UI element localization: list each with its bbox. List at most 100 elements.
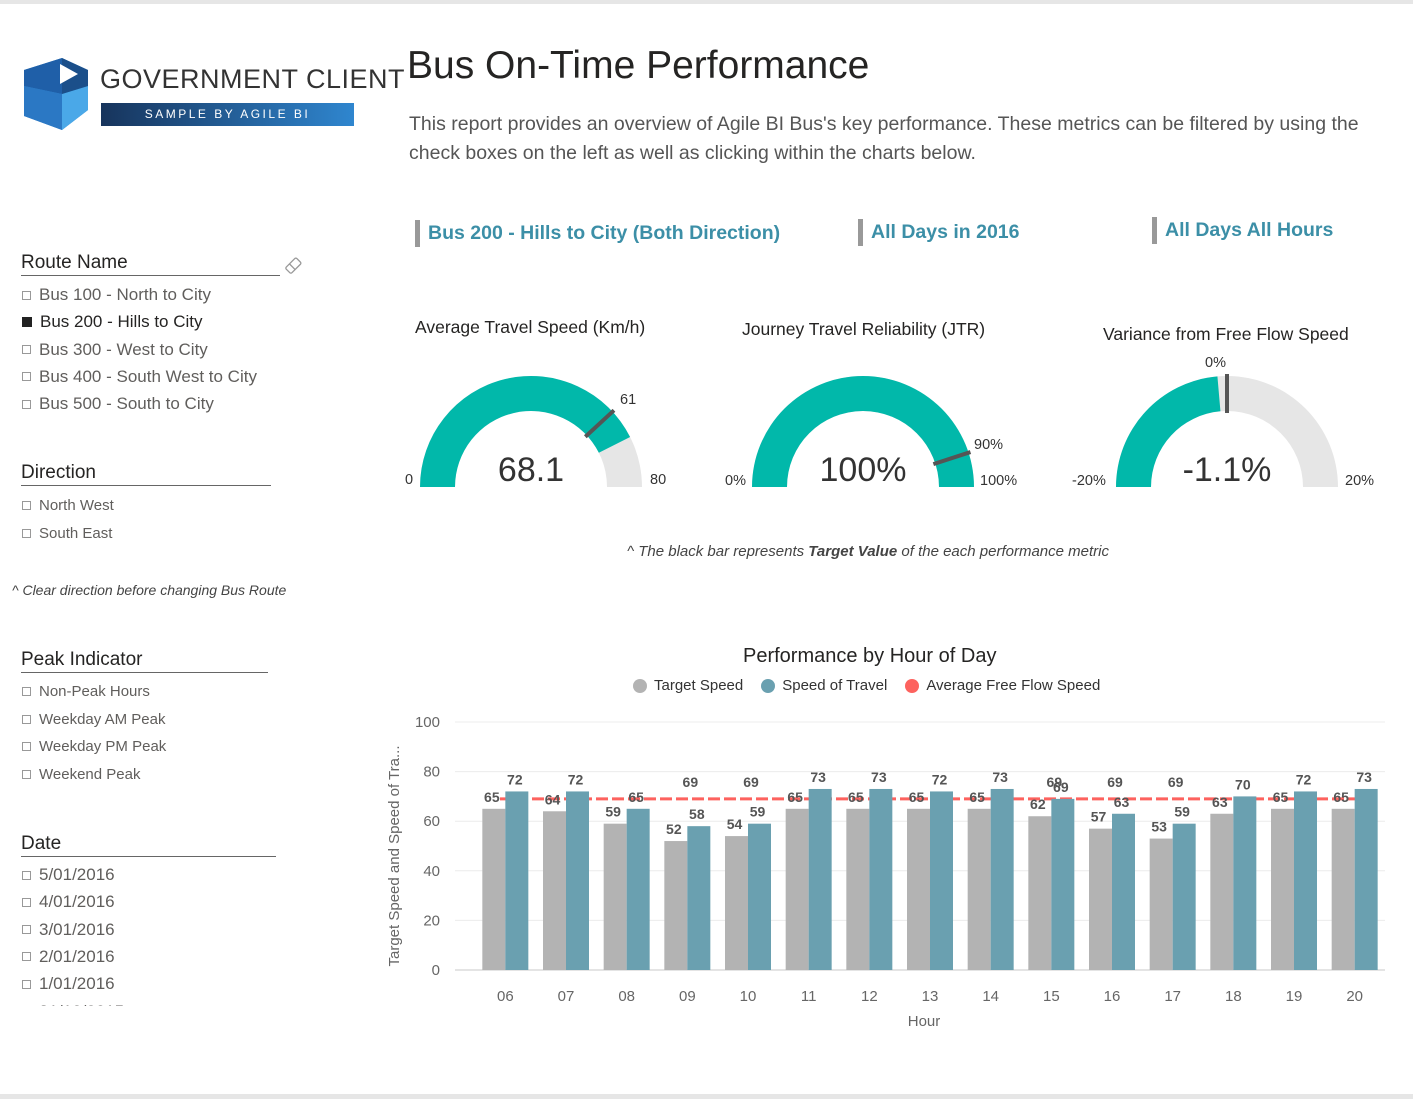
direction-slicer-item[interactable]: South East: [22, 525, 112, 542]
route-slicer-item[interactable]: Bus 300 - West to City: [22, 340, 208, 360]
checkbox[interactable]: [22, 979, 31, 989]
variance-gauge-fill[interactable]: [1116, 376, 1221, 487]
slicer-item-label: Bus 400 - South West to City: [39, 366, 257, 386]
checkbox[interactable]: [22, 925, 31, 935]
target-speed-bar[interactable]: [967, 808, 991, 970]
target-speed-bar[interactable]: [1331, 808, 1355, 970]
date-slicer-item[interactable]: 2/01/2016: [22, 947, 115, 967]
y-tick-label: 40: [423, 863, 440, 880]
target-speed-bar[interactable]: [785, 808, 809, 970]
speed-of-travel-bar[interactable]: [808, 788, 832, 970]
speed-of-travel-bar[interactable]: [687, 826, 711, 970]
legend-speed-of-travel[interactable]: Speed of Travel: [761, 677, 887, 694]
speed-gauge-value: 68.1: [498, 451, 564, 489]
speed-of-travel-label: 58: [689, 806, 705, 822]
target-speed-bar[interactable]: [482, 808, 506, 970]
slicer-item-label: 3/01/2016: [39, 919, 115, 939]
checkbox[interactable]: [22, 399, 31, 409]
peak-slicer-item[interactable]: Weekday AM Peak: [22, 711, 165, 728]
speed-of-travel-bar[interactable]: [990, 788, 1014, 970]
date-slicer-list[interactable]: 5/01/2016 4/01/2016 3/01/2016 2/01/2016 1/01…: [0, 860, 300, 1006]
x-tick-label: 20: [1346, 988, 1363, 1005]
slicer-item-label: Weekday PM Peak: [39, 738, 167, 755]
peak-slicer-item[interactable]: Weekday PM Peak: [22, 738, 166, 755]
route-slicer-item[interactable]: Bus 100 - North to City: [22, 285, 211, 305]
speed-of-travel-bar[interactable]: [1294, 791, 1317, 970]
checkbox[interactable]: [22, 501, 31, 510]
target-speed-bar[interactable]: [664, 841, 688, 970]
route-slicer-item[interactable]: Bus 200 - Hills to City: [22, 312, 203, 332]
route-slicer-item[interactable]: Bus 400 - South West to City: [22, 367, 257, 387]
checkbox[interactable]: [22, 345, 31, 355]
slicer-item-label: Weekday AM Peak: [39, 710, 166, 728]
slicer-item-label: Bus 200 - Hills to City: [40, 312, 203, 332]
clear-selection-eraser-icon[interactable]: [283, 256, 303, 276]
speed-of-travel-bar[interactable]: [566, 791, 589, 970]
checkbox[interactable]: [22, 897, 31, 907]
checkbox[interactable]: [22, 769, 31, 779]
route-slicer-item[interactable]: Bus 500 - South to City: [22, 394, 214, 414]
target-speed-bar[interactable]: [846, 808, 870, 970]
target-speed-bar[interactable]: [1271, 808, 1294, 970]
speed-of-travel-bar[interactable]: [1051, 798, 1075, 970]
legend-target-speed[interactable]: Target Speed: [633, 677, 743, 694]
x-tick-label: 13: [922, 988, 939, 1005]
variance-gauge-value: -1.1%: [1183, 451, 1272, 489]
speed-of-travel-bar[interactable]: [1112, 813, 1135, 970]
target-speed-bar[interactable]: [1089, 828, 1112, 970]
date-slicer-item[interactable]: 4/01/2016: [22, 892, 115, 912]
variance-gauge-min: -20%: [1072, 473, 1106, 489]
speed-of-travel-bar[interactable]: [869, 788, 893, 970]
target-speed-bar[interactable]: [543, 811, 566, 970]
target-speed-bar[interactable]: [725, 836, 748, 970]
speed-of-travel-bar[interactable]: [748, 823, 771, 970]
hours-filter-label: All Days All Hours: [1152, 217, 1333, 244]
date-slicer-item[interactable]: 31/12/2015: [22, 1002, 124, 1007]
speed-of-travel-bar[interactable]: [505, 791, 529, 970]
peak-slicer-item[interactable]: Weekend Peak: [22, 766, 140, 783]
logo-tagline: SAMPLE BY AGILE BI: [101, 103, 354, 126]
speed-of-travel-bar[interactable]: [1172, 823, 1196, 970]
peak-slicer-item[interactable]: Non-Peak Hours: [22, 683, 150, 700]
variance-gauge[interactable]: -1.1%: [1092, 360, 1382, 500]
slicer-item-label: Bus 300 - West to City: [39, 339, 208, 359]
speed-gauge-target-marker: [583, 408, 616, 439]
checkbox[interactable]: [22, 687, 31, 696]
checkbox[interactable]: [22, 714, 31, 724]
speed-of-travel-bar[interactable]: [626, 808, 650, 970]
x-tick-label: 17: [1164, 988, 1181, 1005]
y-tick-label: 20: [423, 912, 440, 929]
speed-of-travel-label: 70: [1235, 776, 1251, 792]
slicer-item-label: Bus 100 - North to City: [39, 285, 211, 304]
target-speed-bar[interactable]: [1149, 838, 1173, 970]
jtr-gauge[interactable]: 100%: [728, 360, 1018, 500]
date-slicer-item[interactable]: 5/01/2016: [22, 865, 115, 885]
legend-free-flow[interactable]: Average Free Flow Speed: [905, 677, 1100, 694]
speed-of-travel-bar[interactable]: [1233, 796, 1257, 970]
jtr-gauge-fill[interactable]: [752, 376, 974, 487]
speed-gauge-fill[interactable]: [420, 376, 631, 487]
checkbox[interactable]: [22, 317, 32, 328]
target-speed-bar[interactable]: [1028, 816, 1052, 970]
date-slicer-item[interactable]: 3/01/2016: [22, 920, 115, 940]
checkbox[interactable]: [22, 870, 31, 880]
target-speed-bar[interactable]: [603, 823, 627, 970]
free-flow-label: 69: [1168, 774, 1184, 790]
hour-performance-chart[interactable]: 0 20 40 60 80 100 Target Speed and Speed of Tr…: [380, 700, 1400, 1040]
speed-of-travel-bar[interactable]: [1354, 788, 1378, 970]
target-speed-bar[interactable]: [907, 808, 930, 970]
checkbox[interactable]: [22, 952, 31, 962]
x-tick-label: 16: [1104, 988, 1121, 1005]
date-slicer-item[interactable]: 1/01/2016: [22, 974, 115, 994]
speed-gauge[interactable]: 68.1: [396, 360, 686, 500]
speed-gauge-title: Average Travel Speed (Km/h): [415, 317, 646, 337]
checkbox[interactable]: [22, 742, 31, 751]
checkbox[interactable]: [22, 372, 31, 382]
speed-of-travel-bar[interactable]: [930, 791, 953, 970]
checkbox[interactable]: [22, 290, 31, 300]
checkbox[interactable]: [22, 529, 31, 538]
target-speed-bar[interactable]: [1210, 813, 1234, 970]
direction-slicer-item[interactable]: North West: [22, 497, 114, 514]
target-speed-label: 62: [1030, 796, 1046, 812]
x-tick-label: 15: [1043, 988, 1060, 1005]
